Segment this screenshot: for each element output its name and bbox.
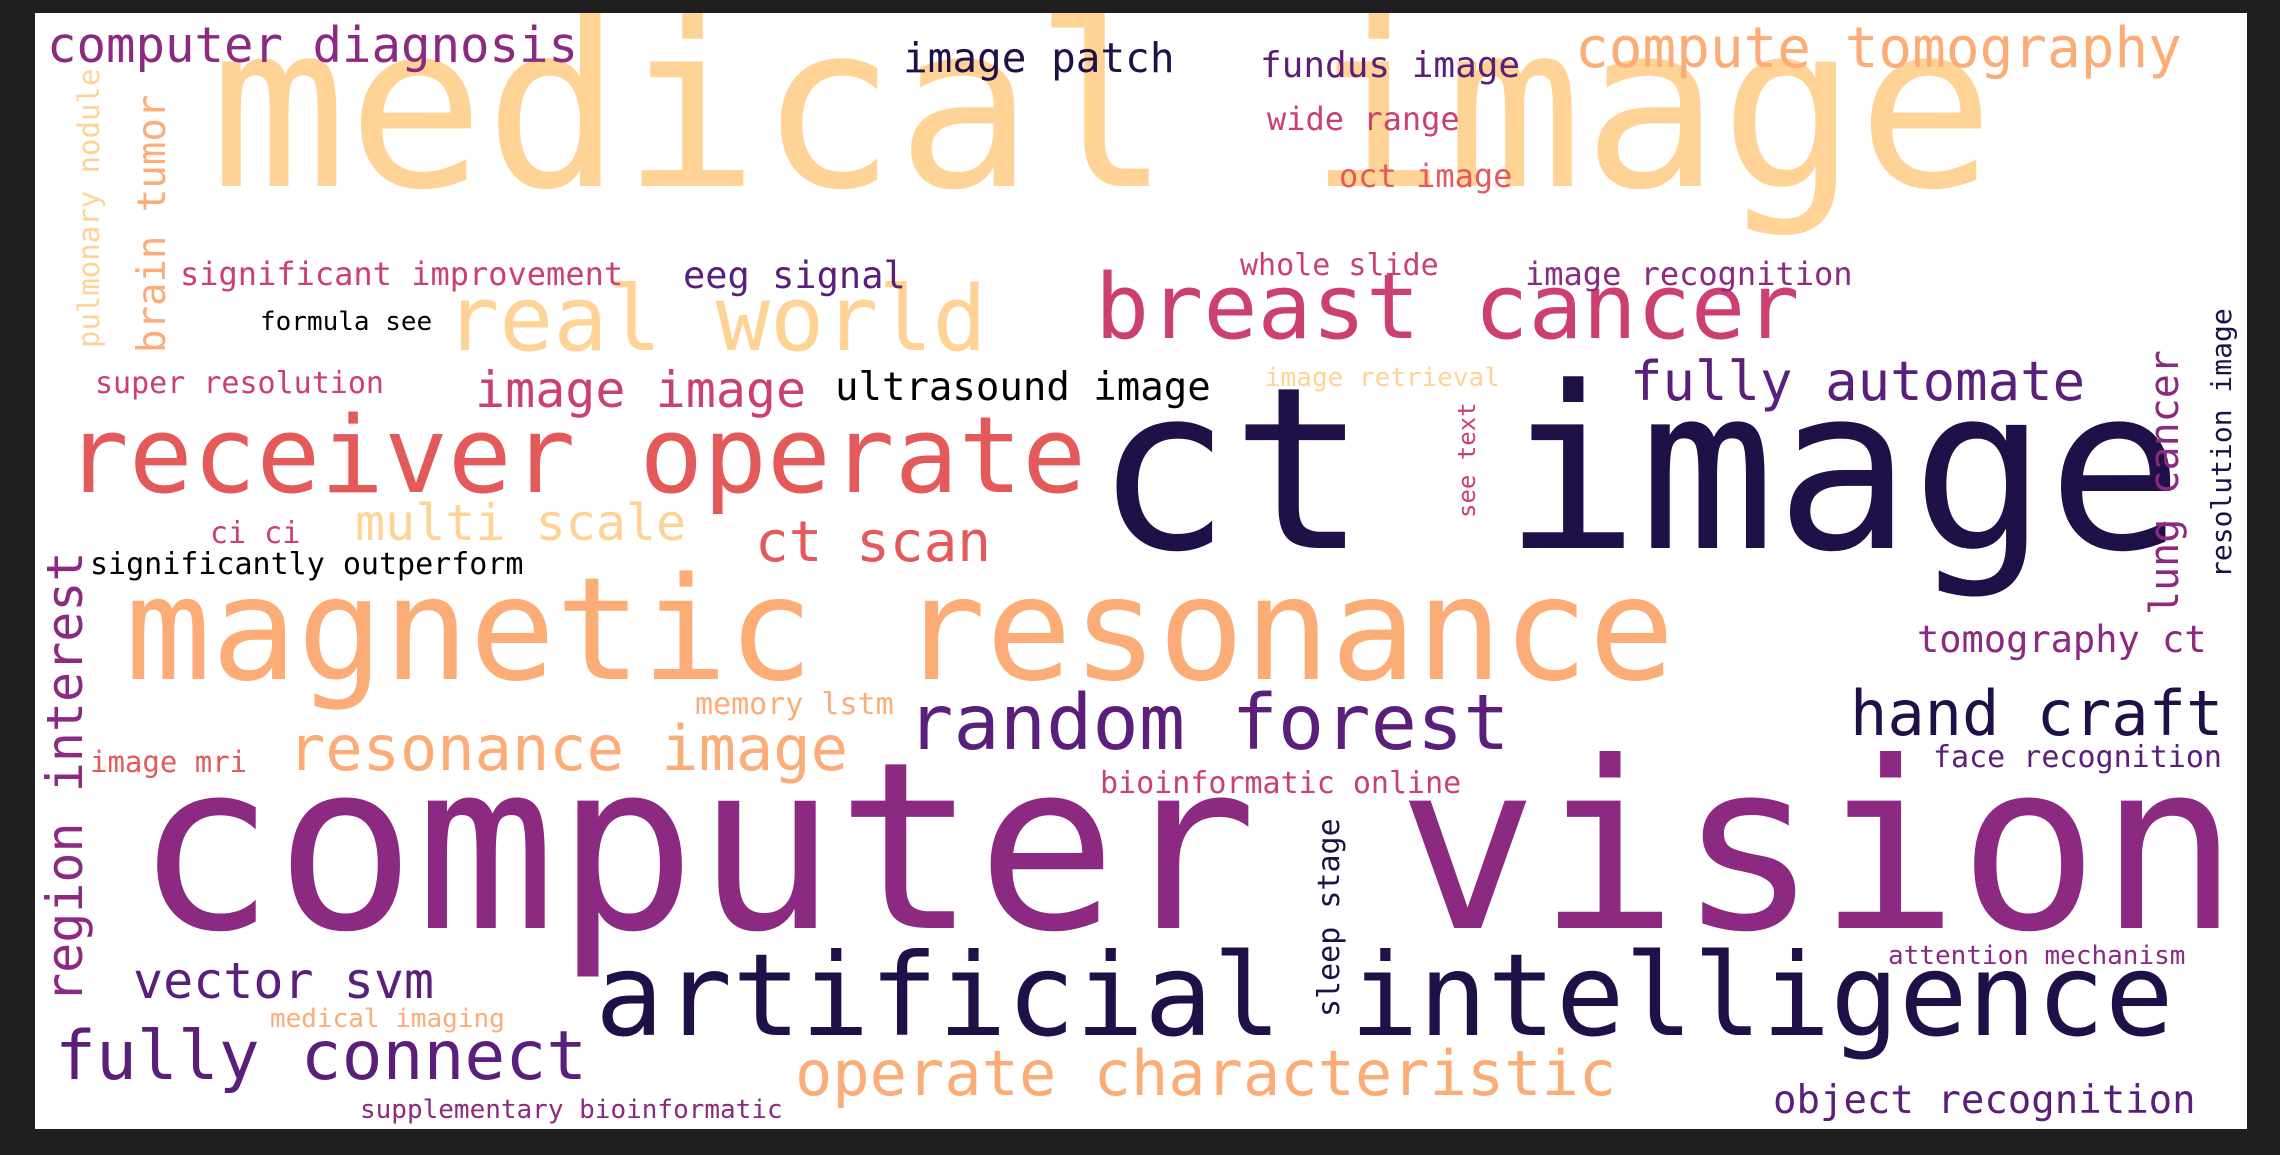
word-cloud: medical image ct image computer vision m… bbox=[35, 13, 2247, 1129]
word-hand-craft: hand craft bbox=[1850, 677, 2224, 750]
word-brain-tumor: brain tumor bbox=[130, 94, 175, 353]
word-receiver-operate: receiver operate bbox=[65, 394, 1087, 517]
word-computer-vision: computer vision bbox=[135, 712, 2240, 983]
word-image-mri: image mri bbox=[90, 745, 248, 779]
word-real-world: real world bbox=[445, 267, 987, 372]
word-ct-image: ct image bbox=[1095, 339, 2184, 602]
word-resolution-image: resolution image bbox=[2205, 308, 2238, 578]
word-fully-automate: fully automate bbox=[1630, 350, 2086, 413]
word-image-recognition: image recognition bbox=[1525, 255, 1853, 293]
word-oct-image: oct image bbox=[1339, 157, 1513, 195]
word-magnetic-resonance: magnetic resonance bbox=[125, 546, 1675, 713]
word-significant-improvement: significant improvement bbox=[180, 255, 624, 293]
word-wide-range: wide range bbox=[1267, 100, 1460, 138]
word-ci-ci: ci ci bbox=[210, 516, 301, 551]
word-eeg-signal: eeg signal bbox=[683, 254, 906, 297]
word-face-recognition: face recognition bbox=[1933, 740, 2222, 775]
word-bioinformatic-online: bioinformatic online bbox=[1100, 766, 1462, 801]
word-super-resolution: super resolution bbox=[95, 366, 384, 401]
word-significantly-outperform: significantly outperform bbox=[90, 547, 524, 582]
word-breast-cancer: breast cancer bbox=[1095, 255, 1800, 360]
word-ultrasound-image: ultrasound image bbox=[835, 365, 1211, 410]
word-medical-imaging: medical imaging bbox=[270, 1004, 505, 1034]
word-random-forest: random forest bbox=[907, 679, 1510, 768]
word-image-patch: image patch bbox=[903, 34, 1175, 82]
word-operate-characteristic: operate characteristic bbox=[795, 1037, 1617, 1110]
word-multi-scale: multi scale bbox=[355, 494, 687, 552]
word-object-recognition: object recognition bbox=[1773, 1078, 2196, 1123]
word-whole-slide: whole slide bbox=[1240, 248, 1439, 283]
word-compute-tomography: compute tomography bbox=[1575, 16, 2182, 81]
word-vector-svm: vector svm bbox=[133, 952, 435, 1010]
word-formula-see: formula see bbox=[260, 307, 433, 337]
word-resonance-image: resonance image bbox=[288, 712, 848, 785]
word-fully-connect: fully connect bbox=[55, 1017, 588, 1096]
word-computer-diagnosis: computer diagnosis bbox=[47, 17, 579, 74]
word-memory-lstm: memory lstm bbox=[695, 687, 894, 722]
word-artificial-intelligence: artificial intelligence bbox=[595, 929, 2174, 1062]
word-attention-mechanism: attention mechanism bbox=[1888, 941, 2186, 971]
word-region-interest: region interest bbox=[36, 551, 94, 1003]
word-pulmonary-nodule: pulmonary nodule bbox=[72, 68, 106, 348]
word-medical-image: medical image bbox=[210, 13, 1995, 240]
word-see-text: see text bbox=[1453, 402, 1481, 518]
word-image-image: image image bbox=[475, 361, 807, 419]
word-sleep-stage: sleep stage bbox=[1312, 818, 1347, 1017]
word-image-retrieval: image retrieval bbox=[1265, 363, 1500, 393]
word-fundus-image: fundus image bbox=[1260, 45, 1521, 86]
word-supplementary-bioinformatic: supplementary bioinformatic bbox=[360, 1095, 783, 1125]
word-ct-scan: ct scan bbox=[755, 510, 992, 575]
word-tomography-ct: tomography ct bbox=[1917, 618, 2207, 661]
word-lung-cancer: lung cancer bbox=[2142, 350, 2188, 615]
